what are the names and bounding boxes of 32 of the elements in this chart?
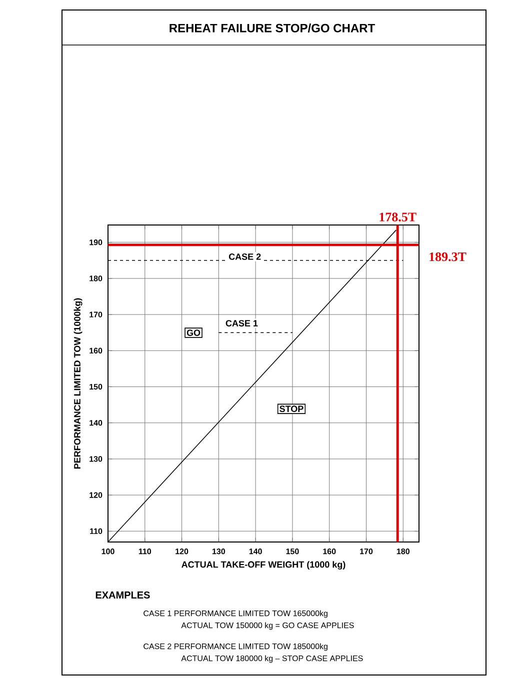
text: CASE 2 PERFORMANCE LIMITED TOW 185000kg (144, 643, 328, 651)
y-tick-label: 140 (90, 420, 102, 426)
x-tick-label: 130 (212, 548, 226, 554)
x-tick-label: 110 (138, 548, 152, 554)
x-tick-label: 180 (396, 548, 410, 554)
x-tick-label: 120 (176, 548, 188, 554)
text: ACTUAL TOW 180000 kg – STOP CASE APPLIES (181, 655, 363, 663)
y-tick-label: 120 (90, 492, 102, 498)
y-tick-label: 150 (90, 384, 102, 390)
y-tick-label: 110 (90, 528, 102, 534)
y-tick-label: 160 (90, 348, 102, 354)
x-tick-label: 150 (286, 548, 299, 554)
y-tick-label: 170 (90, 312, 102, 318)
x-tick-label: 140 (249, 548, 262, 554)
annotation: STOP (280, 406, 304, 412)
chart-title: REHEAT FAILURE STOP/GO CHART (170, 24, 375, 32)
y-tick-label: 180 (90, 276, 102, 282)
ref-line-label: 178.5T (380, 212, 416, 222)
text: CASE 1 PERFORMANCE LIMITED TOW 165000kg (144, 610, 328, 618)
ref-line-label: 189.3T (430, 252, 466, 262)
y-axis-title: PERFORMANCE LIMITED TOW (1000kg) (74, 298, 82, 469)
annotation: GO (186, 330, 200, 336)
x-axis-title: ACTUAL TAKE-OFF WEIGHT (1000 kg) (182, 561, 346, 570)
x-tick-label: 170 (360, 548, 373, 554)
text: ACTUAL TOW 150000 kg = GO CASE APPLIES (181, 622, 354, 630)
text: EXAMPLES (96, 591, 150, 599)
x-tick-label: 160 (323, 548, 336, 554)
annotation: CASE 1 (226, 320, 258, 326)
x-tick-label: 100 (102, 548, 114, 554)
y-tick-label: 130 (90, 456, 102, 462)
annotation: CASE 2 (228, 254, 261, 260)
y-tick-label: 190 (90, 239, 102, 246)
